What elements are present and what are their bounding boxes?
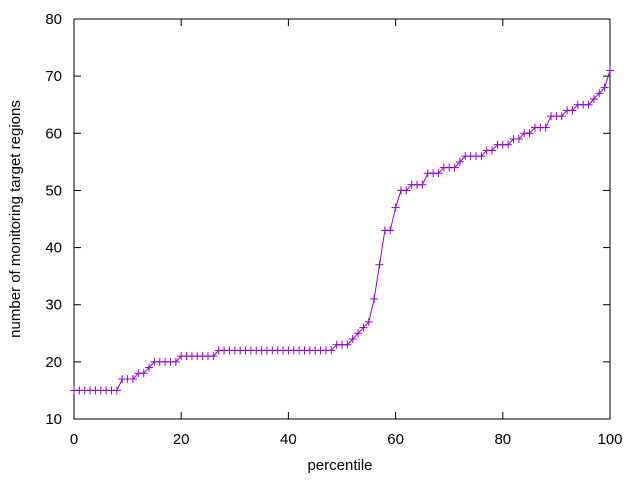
data-point xyxy=(354,329,363,338)
data-point xyxy=(595,89,604,98)
series xyxy=(70,66,614,395)
plot-frame xyxy=(73,18,611,420)
y-tick-label: 60 xyxy=(45,125,62,142)
data-point xyxy=(568,106,577,115)
data-point xyxy=(434,169,443,178)
data-point xyxy=(128,375,137,383)
x-tick-label: 60 xyxy=(387,431,404,448)
data-point xyxy=(450,163,459,172)
x-tick-label: 100 xyxy=(597,431,622,448)
data-point xyxy=(364,317,373,326)
y-tick-label: 80 xyxy=(45,11,62,28)
data-point xyxy=(525,129,534,138)
data-point xyxy=(455,157,464,166)
data-point xyxy=(589,95,598,103)
data-point xyxy=(370,295,379,303)
y-tick-label: 10 xyxy=(45,411,62,428)
y-tick-label: 40 xyxy=(45,240,62,257)
x-tick-label: 80 xyxy=(494,431,511,448)
data-point xyxy=(557,112,566,121)
x-tick-label: 0 xyxy=(70,431,78,448)
y-tick-label: 30 xyxy=(45,297,62,314)
data-point xyxy=(209,352,218,361)
data-point xyxy=(514,135,523,143)
data-point xyxy=(343,340,352,349)
data-point xyxy=(112,386,121,395)
data-point xyxy=(541,123,550,132)
data-point xyxy=(139,369,148,378)
data-point xyxy=(504,140,513,149)
data-point xyxy=(171,357,180,366)
data-point xyxy=(386,226,395,235)
data-point xyxy=(348,335,357,343)
data-point xyxy=(391,203,400,212)
ticks: 0 20 40 60 80 100 10 20 30 40 50 60 70 80 xyxy=(45,11,622,448)
data-point xyxy=(606,66,614,75)
data-point xyxy=(359,323,368,332)
y-tick-label: 50 xyxy=(45,182,62,199)
data-point xyxy=(600,83,609,92)
data-point xyxy=(488,146,497,155)
data-point xyxy=(477,152,486,161)
data-point xyxy=(418,180,427,189)
data-point xyxy=(327,346,336,355)
x-axis-label: percentile xyxy=(307,457,372,474)
x-tick-label: 20 xyxy=(173,431,190,448)
x-tick-label: 40 xyxy=(280,431,297,448)
y-tick-label: 70 xyxy=(45,68,62,85)
data-point xyxy=(375,260,384,269)
y-tick-label: 20 xyxy=(45,354,62,371)
data-point xyxy=(402,186,411,195)
data-point xyxy=(584,100,593,109)
data-point xyxy=(145,363,154,372)
y-axis-label: number of monitoring target regions xyxy=(7,100,24,338)
